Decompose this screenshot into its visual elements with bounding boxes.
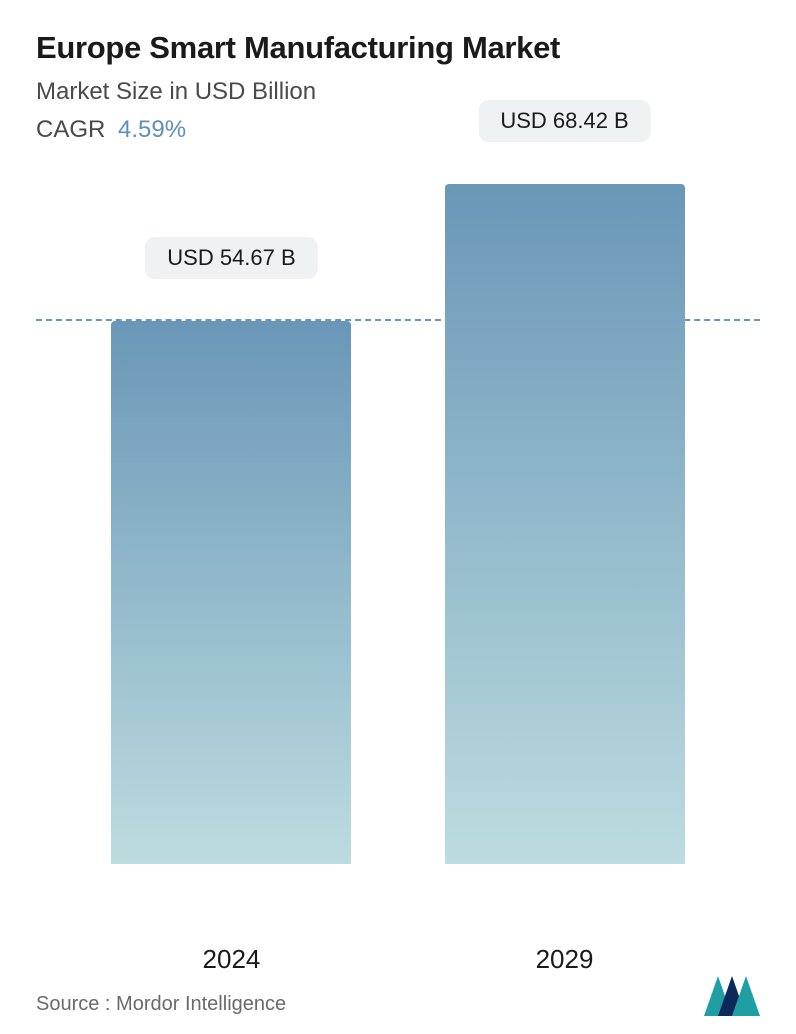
cagr-value: 4.59% bbox=[118, 116, 186, 143]
chart-wrap: USD 54.67 BUSD 68.42 B 2024 2029 bbox=[36, 184, 760, 1014]
x-label-2029: 2029 bbox=[536, 944, 594, 975]
x-label-2024: 2024 bbox=[203, 944, 261, 975]
value-label-2024: USD 54.67 B bbox=[145, 237, 317, 279]
cagr-line: CAGR 4.59% bbox=[36, 116, 760, 144]
chart-footer: Source : Mordor Intelligence bbox=[36, 976, 760, 1016]
bar-2024 bbox=[111, 321, 351, 864]
chart-container: Europe Smart Manufacturing Market Market… bbox=[0, 0, 796, 1034]
chart-title: Europe Smart Manufacturing Market bbox=[36, 30, 760, 66]
bar-2029 bbox=[445, 184, 685, 864]
brand-logo-icon bbox=[704, 976, 760, 1016]
value-label-2029: USD 68.42 B bbox=[478, 100, 650, 142]
chart-plot-area: USD 54.67 BUSD 68.42 B bbox=[36, 184, 760, 864]
source-attribution: Source : Mordor Intelligence bbox=[36, 993, 286, 1016]
cagr-label: CAGR bbox=[36, 116, 105, 143]
chart-subtitle: Market Size in USD Billion bbox=[36, 78, 760, 106]
